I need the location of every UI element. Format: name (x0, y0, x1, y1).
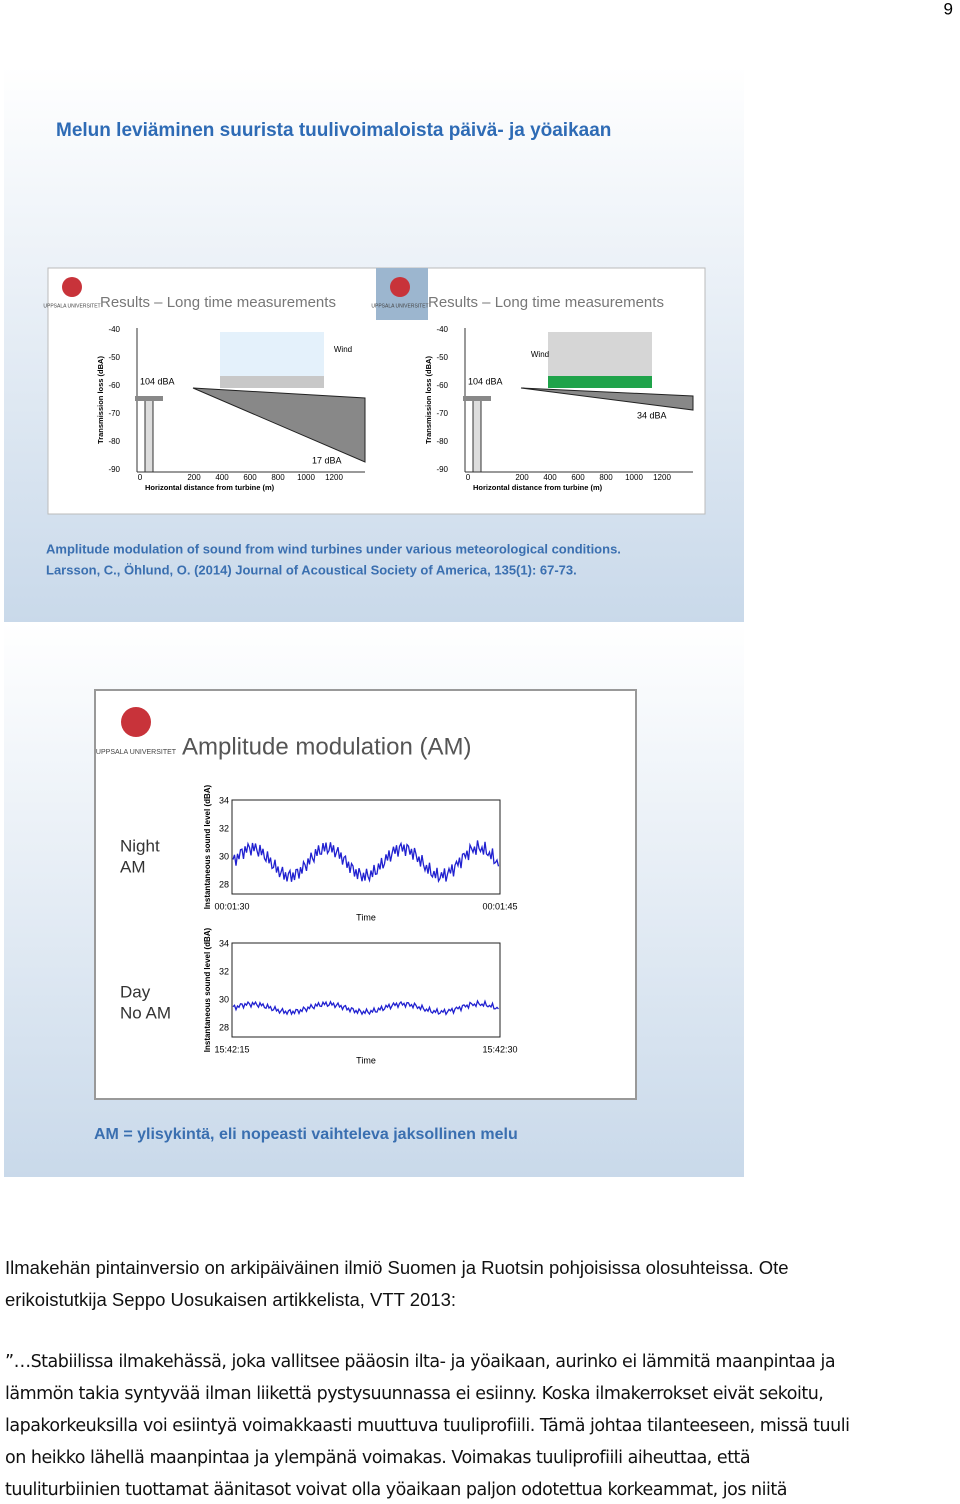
logo (121, 707, 151, 737)
x-tick-label: 800 (599, 473, 613, 482)
x-tick-label: 1000 (625, 473, 643, 482)
y-tick-label: -50 (436, 353, 448, 362)
x-tick-label: 1200 (653, 473, 671, 482)
text-line: erikoistutkija Seppo Uosukaisen artikkel… (5, 1289, 457, 1310)
y-tick-label: 32 (219, 966, 229, 976)
condition-label: Day (120, 982, 151, 1001)
x-tick-label: 00:01:30 (214, 901, 249, 911)
text-line: lämmön takia syntyvää ilman liikettä pys… (5, 1384, 824, 1404)
x-tick-label: 0 (138, 473, 143, 482)
text-line: lapakorkeuksilla voi esiintyä voimakkaas… (5, 1416, 850, 1436)
y-tick-label: 34 (219, 938, 229, 948)
x-tick-label: 1200 (325, 473, 343, 482)
text-line: tuuliturbiinien tuottamat äänitasot voiv… (5, 1480, 787, 1500)
text-line: Ilmakehän pintainversio on arkipäiväinen… (5, 1257, 789, 1278)
far-level: 34 dBA (637, 410, 667, 420)
y-tick-label: 30 (219, 994, 229, 1004)
plot-frame (231, 799, 501, 895)
y-tick-label: -50 (108, 353, 120, 362)
source-level: 104 dBA (468, 376, 503, 386)
far-level: 17 dBA (312, 455, 342, 465)
y-axis-label: Transmission loss (dBA) (424, 356, 433, 444)
slides: 9 Melun leviäminen suurista tuulivoimalo… (4, 0, 953, 1177)
nacelle (463, 396, 491, 401)
slide-title: Amplitude modulation (AM) (182, 733, 471, 760)
logo (62, 277, 82, 297)
plot-frame (231, 942, 501, 1038)
ground (220, 376, 324, 388)
nacelle (135, 396, 163, 401)
x-tick-label: 800 (271, 473, 285, 482)
x-tick-label: 15:42:15 (214, 1044, 249, 1054)
x-axis-label: Horizontal distance from turbine (m) (473, 483, 603, 492)
tower (144, 399, 154, 473)
x-tick-label: 0 (466, 473, 471, 482)
x-axis-label: Time (356, 912, 376, 922)
wedge (192, 387, 366, 463)
waveform (232, 999, 499, 1016)
x-tick-label: 200 (515, 473, 529, 482)
x-tick-label: 400 (543, 473, 557, 482)
caption: AM = ylisykintä, eli nopeasti vaihteleva… (94, 1126, 518, 1143)
y-tick-label: 32 (219, 823, 229, 833)
y-tick-label: -70 (108, 409, 120, 418)
wedge (520, 387, 694, 411)
y-tick-label: 28 (219, 1022, 229, 1032)
source-level: 104 dBA (140, 376, 175, 386)
text-line: ”…Stabiilissa ilmakehässä, joka vallitse… (5, 1352, 836, 1372)
wind: Wind (531, 350, 549, 359)
y-tick-label: 30 (219, 851, 229, 861)
y-axis-label: Transmission loss (dBA) (96, 356, 105, 444)
caption: Larsson, C., Öhlund, O. (2014) Journal o… (46, 562, 577, 577)
x-tick-label: 1000 (297, 473, 315, 482)
y-tick-label: -90 (108, 465, 120, 474)
ground (548, 376, 652, 388)
x-axis-label: Time (356, 1055, 376, 1065)
y-tick-label: -60 (436, 381, 448, 390)
x-tick-label: 400 (215, 473, 229, 482)
condition-label: Night (120, 836, 160, 855)
x-tick-label: 600 (571, 473, 585, 482)
caption: Amplitude modulation of sound from wind … (46, 541, 621, 556)
logo-text: UPPSALA UNIVERSITET (371, 303, 428, 309)
y-tick-label: -60 (108, 381, 120, 390)
condition-label: No AM (120, 1003, 171, 1022)
panel-header: Results – Long time measurements (428, 294, 664, 311)
page-number: 9 (944, 0, 953, 18)
tower (472, 399, 482, 473)
x-tick-label: 00:01:45 (482, 901, 517, 911)
panel-header: Results – Long time measurements (100, 294, 336, 311)
y-tick-label: -70 (436, 409, 448, 418)
y-axis-label: Instantaneous sound level (dBA) (203, 927, 212, 1052)
y-tick-label: 28 (219, 879, 229, 889)
y-axis-label: Instantaneous sound level (dBA) (203, 784, 212, 909)
logo-text: UPPSALA UNIVERSITET (96, 749, 177, 756)
x-axis-label: Horizontal distance from turbine (m) (145, 483, 275, 492)
y-tick-label: -90 (436, 465, 448, 474)
logo-text: UPPSALA UNIVERSITET (43, 303, 100, 309)
y-tick-label: -80 (108, 437, 120, 446)
waveform (232, 840, 500, 884)
x-tick-label: 15:42:30 (482, 1044, 517, 1054)
y-tick-label: -40 (108, 325, 120, 334)
x-tick-label: 200 (187, 473, 201, 482)
slide-title: Melun leviäminen suurista tuulivoimalois… (56, 120, 611, 141)
wind: Wind (334, 345, 352, 354)
x-tick-label: 600 (243, 473, 257, 482)
y-tick-label: -80 (436, 437, 448, 446)
y-tick-label: 34 (219, 795, 229, 805)
y-tick-label: -40 (436, 325, 448, 334)
text-line: on heikko lähellä maanpintaa ja ylempänä… (5, 1448, 751, 1468)
logo (390, 277, 410, 297)
condition-label: AM (120, 857, 146, 876)
